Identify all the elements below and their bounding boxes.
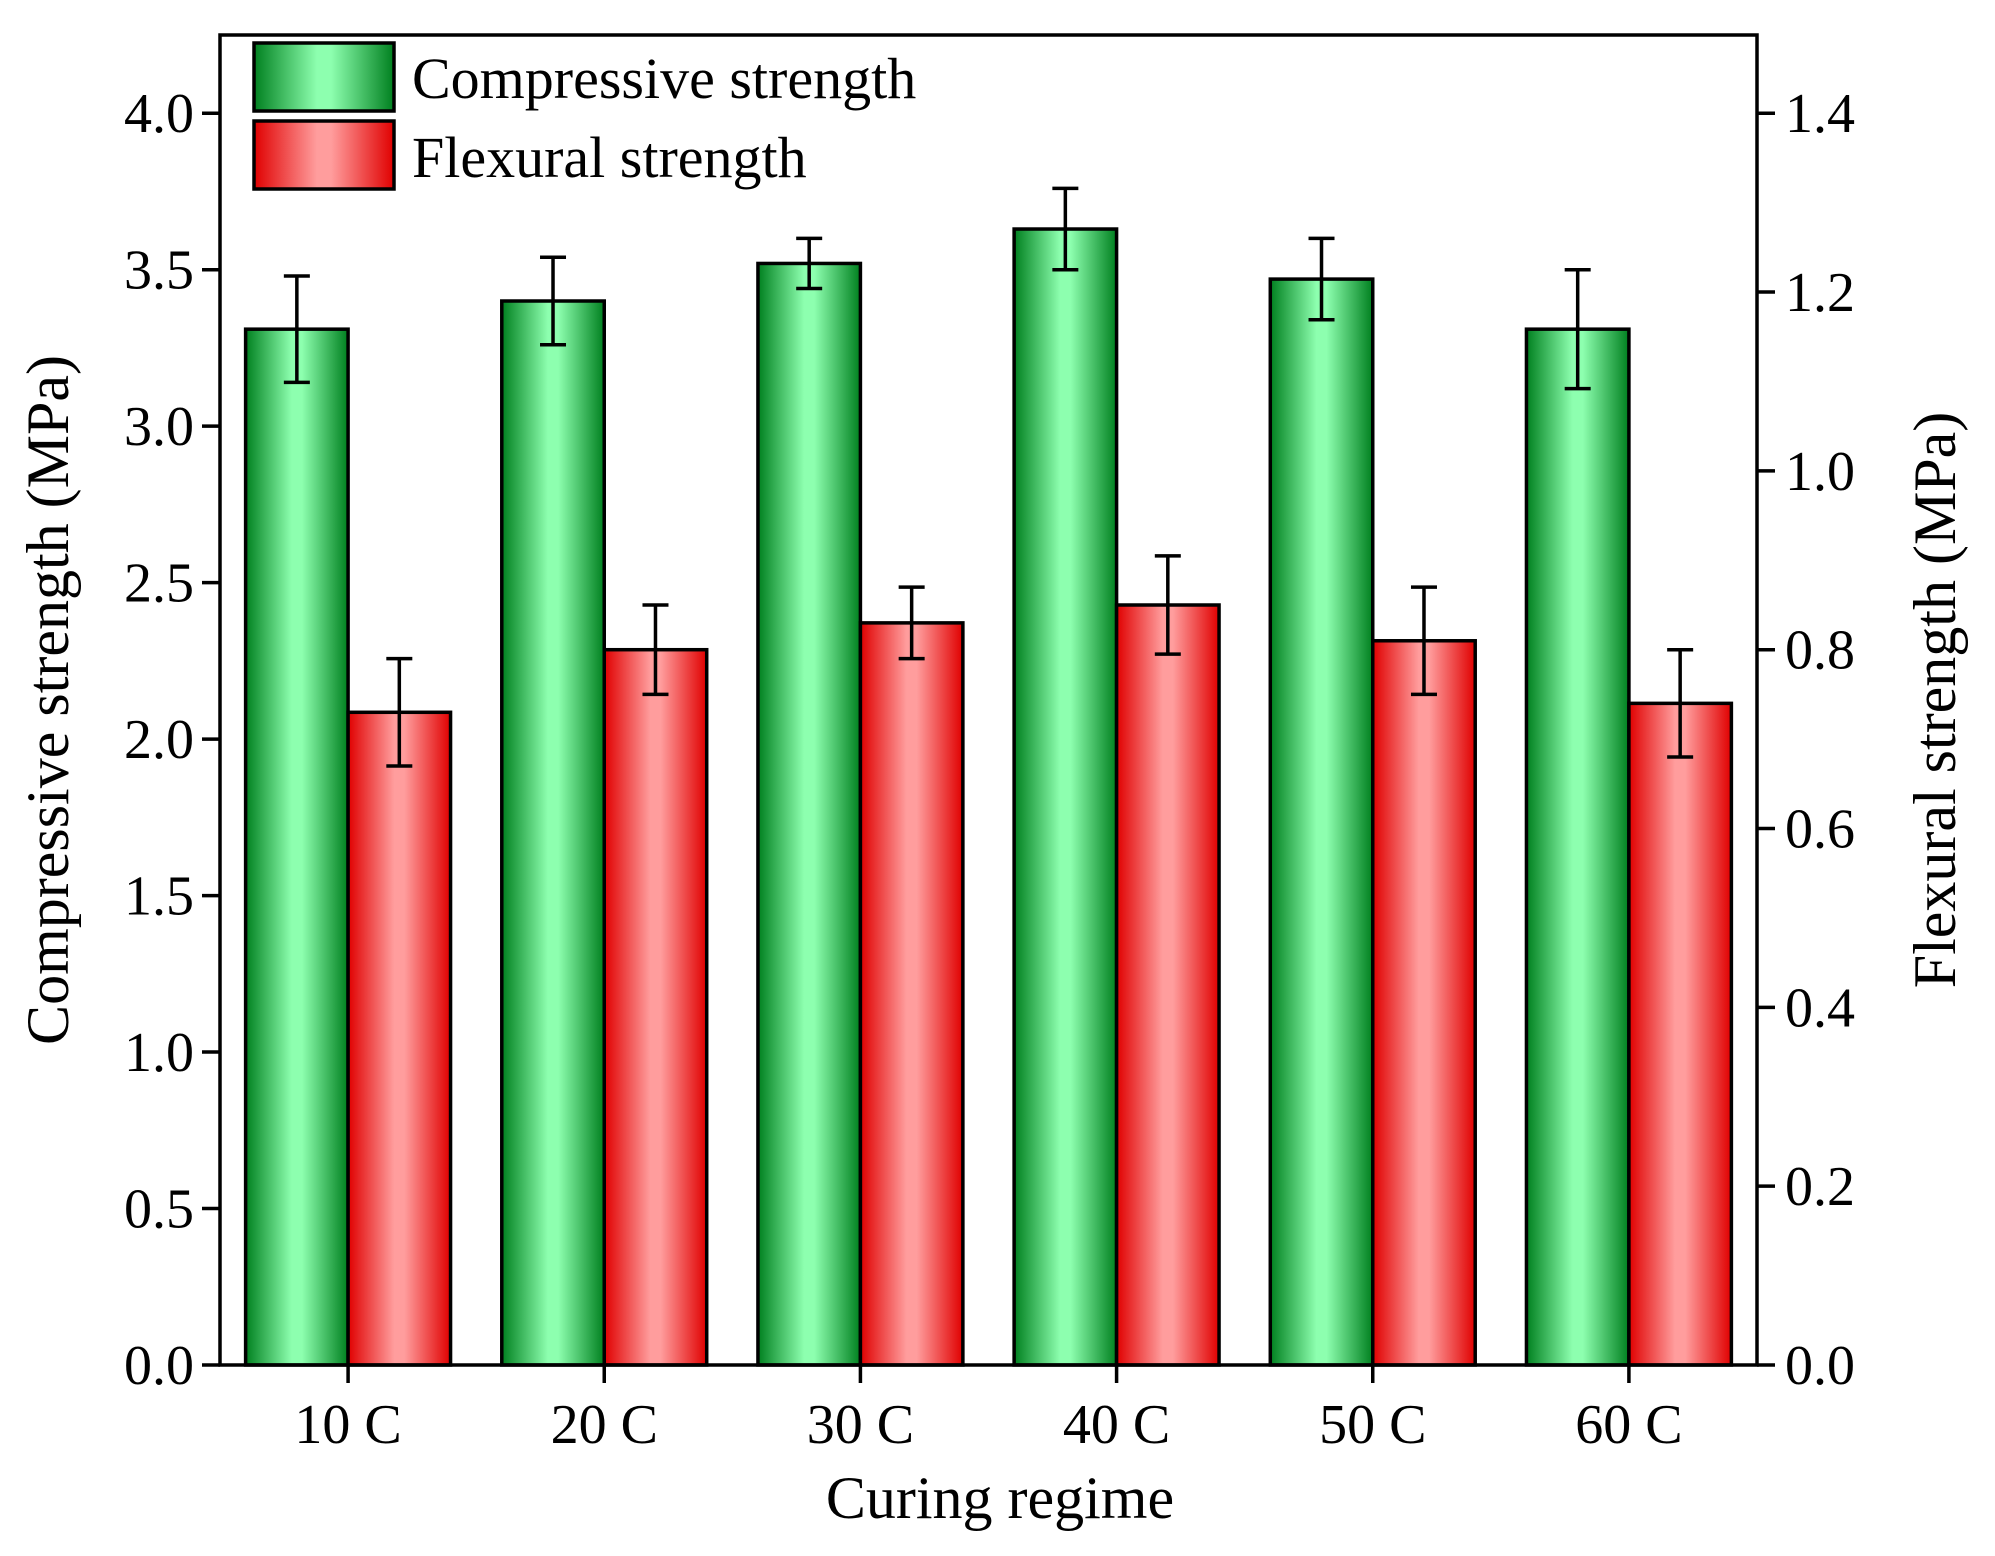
y-tick-label: 2.0 bbox=[124, 709, 194, 771]
y2-tick-label: 0.2 bbox=[1785, 1156, 1855, 1218]
y2-tick-label: 1.4 bbox=[1785, 83, 1855, 145]
bar-flexural bbox=[1371, 639, 1477, 1367]
x-tick-label: 20 C bbox=[551, 1394, 658, 1456]
y-tick-label: 0.0 bbox=[124, 1335, 194, 1397]
x-tick-label: 30 C bbox=[807, 1394, 914, 1456]
legend-swatch-compressive bbox=[252, 41, 396, 113]
y-axis-title: Compressive strength (MPa) bbox=[15, 355, 81, 1045]
y-tick-label: 2.5 bbox=[124, 553, 194, 615]
errorbar-flexural bbox=[898, 585, 925, 661]
x-tick-label: 10 C bbox=[294, 1394, 401, 1456]
errorbar-compressive bbox=[1308, 236, 1335, 322]
x-tick-label: 60 C bbox=[1575, 1394, 1682, 1456]
bar-flexural bbox=[1114, 603, 1221, 1367]
x-axis: 10 C 20 C 30 C 40 C 50 C 60 C bbox=[294, 1365, 1683, 1456]
legend-label-compressive: Compressive strength bbox=[412, 46, 916, 111]
y-tick-label: 1.0 bbox=[124, 1022, 194, 1084]
y2-tick-label: 1.0 bbox=[1785, 441, 1855, 503]
errorbar-flexural bbox=[1410, 585, 1437, 697]
bars-layer bbox=[243, 227, 1734, 1367]
left-axis: 0.0 0.5 1.0 1.5 2.0 2.5 3.0 3.5 4.0 bbox=[124, 83, 220, 1397]
legend-swatch-flexural bbox=[252, 119, 396, 191]
legend: Compressive strength Flexural strength bbox=[252, 41, 916, 191]
errorbar-compressive bbox=[1564, 267, 1591, 391]
errorbar-compressive bbox=[1052, 186, 1079, 272]
bar-compressive bbox=[1268, 277, 1375, 1367]
errorbars-layer bbox=[283, 186, 1694, 768]
y-tick-label: 0.5 bbox=[124, 1179, 194, 1241]
x-tick-label: 50 C bbox=[1319, 1394, 1426, 1456]
bar-compressive bbox=[243, 327, 350, 1367]
errorbar-flexural bbox=[642, 603, 669, 697]
errorbar-compressive bbox=[540, 255, 567, 347]
bar-compressive bbox=[1012, 227, 1119, 1367]
x-axis-title: Curing regime bbox=[826, 1465, 1174, 1531]
bar-flexural bbox=[346, 710, 453, 1367]
bar-flexural bbox=[602, 647, 709, 1367]
bar-compressive bbox=[1524, 327, 1631, 1367]
y-tick-label: 3.5 bbox=[124, 240, 194, 302]
bar-flexural bbox=[1627, 701, 1734, 1367]
y2-tick-label: 0.8 bbox=[1785, 620, 1855, 682]
x-tick-label: 40 C bbox=[1063, 1394, 1170, 1456]
bar-compressive bbox=[756, 261, 863, 1367]
errorbar-flexural bbox=[1667, 647, 1694, 759]
y2-tick-label: 0.0 bbox=[1785, 1335, 1855, 1397]
y-tick-label: 4.0 bbox=[124, 83, 194, 145]
bar-flexural bbox=[858, 621, 965, 1367]
y2-axis-title: Flexural strength (MPa) bbox=[1902, 412, 1968, 989]
y2-tick-label: 0.4 bbox=[1785, 977, 1855, 1039]
plot-frame bbox=[218, 33, 1759, 1367]
y2-tick-label: 0.6 bbox=[1785, 799, 1855, 861]
y-tick-label: 3.0 bbox=[124, 396, 194, 458]
bar-compressive bbox=[500, 299, 606, 1367]
errorbar-compressive bbox=[283, 274, 310, 385]
y-tick-label: 1.5 bbox=[124, 866, 194, 928]
errorbar-compressive bbox=[796, 236, 823, 291]
errorbar-flexural bbox=[386, 656, 413, 768]
right-axis: 0.0 0.2 0.4 0.6 0.8 1.0 1.2 1.4 bbox=[1757, 83, 1855, 1397]
errorbar-flexural bbox=[1154, 554, 1181, 656]
legend-label-flexural: Flexural strength bbox=[412, 125, 807, 190]
y2-tick-label: 1.2 bbox=[1785, 262, 1855, 324]
